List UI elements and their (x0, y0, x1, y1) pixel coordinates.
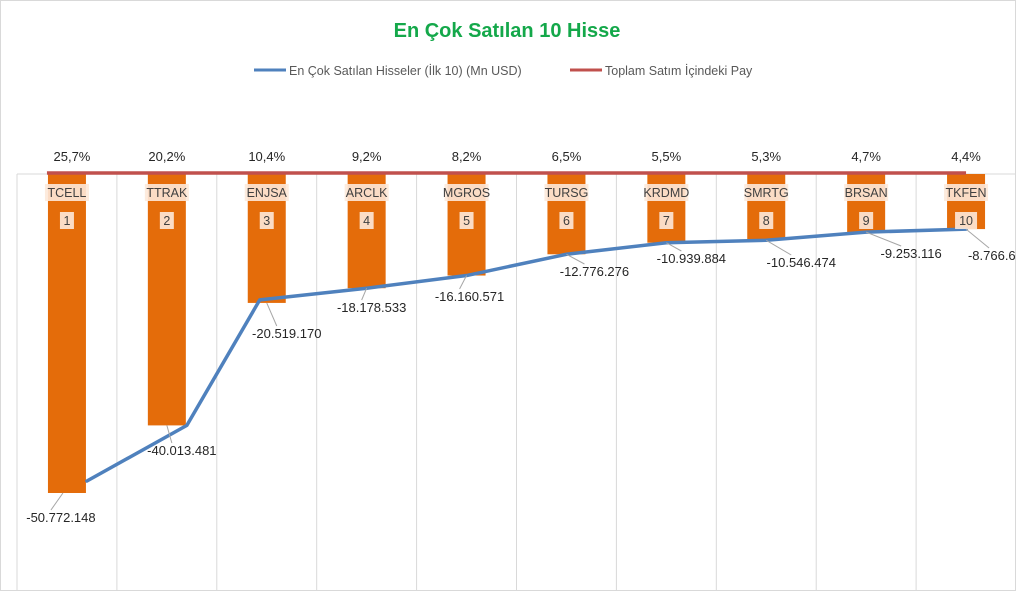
rank-label: 7 (663, 214, 670, 228)
rank-label: 10 (959, 214, 973, 228)
rank-labels: 1 2 3 4 5 6 7 8 9 10 (59, 212, 978, 229)
rank-label: 6 (563, 214, 570, 228)
value-label-leader (361, 288, 368, 301)
category-label: BRSAN (845, 186, 888, 200)
category-label-bg (744, 184, 789, 201)
category-label: ARCLK (346, 186, 388, 200)
category-label-bg (644, 184, 689, 201)
percent-label: 6,5% (552, 149, 582, 164)
rank-label-bg (259, 212, 274, 229)
category-label: TKFEN (946, 186, 987, 200)
rank-label-bg (459, 212, 474, 229)
value-label: -12.776.276 (560, 264, 629, 279)
percent-label: 20,2% (148, 149, 185, 164)
rank-label: 2 (163, 214, 170, 228)
value-label-leader (266, 302, 278, 327)
category-label: TCELL (47, 186, 86, 200)
chart-title: En Çok Satılan 10 Hisse (394, 20, 621, 42)
category-label-bg (544, 184, 589, 201)
category-label-bg (244, 184, 289, 201)
value-label-leader (566, 253, 585, 265)
category-label-bg (944, 184, 989, 201)
value-label: -20.519.170 (252, 326, 321, 341)
category-label: KRDMD (643, 186, 689, 200)
bar-ttrak (147, 174, 186, 426)
category-label: ENJSA (247, 186, 288, 200)
percent-label: 5,5% (652, 149, 682, 164)
category-label-bg (44, 184, 89, 201)
legend-label-series-2: Toplam Satım İçindeki Pay (605, 64, 753, 78)
value-label-leader (666, 242, 682, 252)
category-label-bg (444, 184, 489, 201)
value-label: -16.160.571 (435, 289, 504, 304)
legend-label-series-1: En Çok Satılan Hisseler (İlk 10) (Mn USD… (289, 64, 522, 78)
category-label-bg (144, 184, 189, 201)
rank-label-bg (59, 212, 74, 229)
value-label: -50.772.148 (26, 510, 95, 525)
value-label: -18.178.533 (337, 300, 406, 315)
value-label: -8.766.609 (968, 248, 1016, 263)
rank-label-bg (859, 212, 874, 229)
value-label-leader (865, 231, 902, 247)
rank-label-bg (559, 212, 574, 229)
category-labels: TCELL TTRAK ENJSA ARCLK MGROS TURSG KRDMD SMRTG… (44, 184, 989, 201)
value-label: -40.013.481 (147, 443, 216, 458)
value-label-leader (965, 228, 990, 249)
value-labels: -50.772.148 -40.013.481 -20.519.170 -18.178… (26, 228, 1016, 525)
rank-label: 9 (863, 214, 870, 228)
value-label: -10.939.884 (657, 251, 726, 266)
value-label-leader (166, 425, 173, 444)
rank-label: 4 (363, 214, 370, 228)
category-label: TURSG (545, 186, 589, 200)
category-label: TTRAK (146, 186, 188, 200)
value-label-leader (459, 275, 467, 290)
legend: En Çok Satılan Hisseler (İlk 10) (Mn USD… (254, 64, 753, 78)
value-label: -9.253.116 (881, 246, 942, 261)
percent-label: 9,2% (352, 149, 382, 164)
rank-label-bg (759, 212, 774, 229)
rank-label: 8 (763, 214, 770, 228)
percent-label: 8,2% (452, 149, 482, 164)
value-label: -10.546.474 (767, 255, 836, 270)
line-series-sales (85, 227, 968, 483)
rank-label: 3 (263, 214, 270, 228)
category-label-bg (344, 184, 389, 201)
percent-labels: 25,7% 20,2% 10,4% 9,2% 8,2% 6,5% 5,5% 5,3% 4,7% 4… (54, 149, 982, 164)
value-label-leader (765, 239, 792, 256)
rank-label: 1 (63, 214, 70, 228)
value-label-leader (50, 492, 64, 511)
rank-label-bg (659, 212, 674, 229)
bar-smrtg (747, 174, 786, 241)
percent-label: 25,7% (54, 149, 91, 164)
category-label: SMRTG (744, 186, 789, 200)
percent-label: 4,4% (951, 149, 981, 164)
percent-label: 10,4% (248, 149, 285, 164)
grid-lines (16, 174, 1016, 591)
rank-label: 5 (463, 214, 470, 228)
rank-label-bg (955, 212, 978, 229)
category-label-bg (844, 184, 889, 201)
percent-label: 5,3% (751, 149, 781, 164)
rank-label-bg (159, 212, 174, 229)
line-series (46, 171, 968, 483)
category-label: MGROS (443, 186, 490, 200)
percent-label: 4,7% (851, 149, 881, 164)
rank-label-bg (359, 212, 374, 229)
